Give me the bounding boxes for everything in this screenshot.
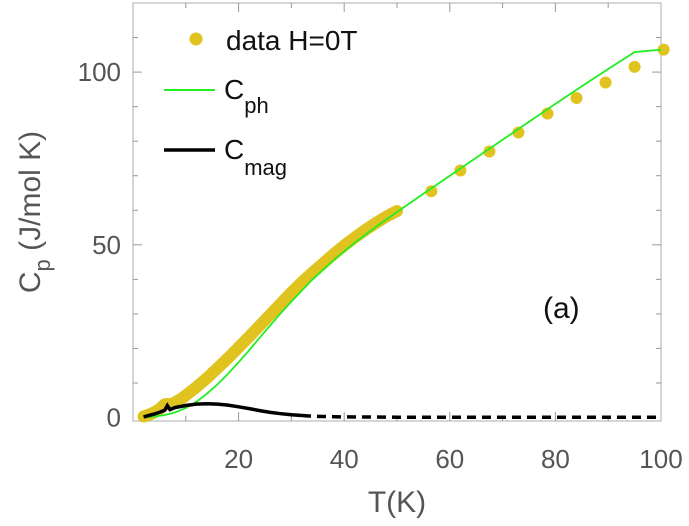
data-point <box>425 185 438 198</box>
series-line-cmag-tail <box>301 413 661 419</box>
legend: data H=0T Cph Cmag <box>164 25 358 180</box>
data-point <box>512 126 525 139</box>
x-tick-label: 40 <box>330 444 359 474</box>
legend-label-cmag-main: C <box>224 134 244 165</box>
y-axis-title: Cp (J/mol K) <box>14 131 55 293</box>
data-point <box>570 92 583 104</box>
x-tick-label: 20 <box>224 444 253 474</box>
x-tick-labels: 20 40 60 80 100 <box>224 444 683 474</box>
data-point <box>657 43 670 56</box>
legend-label-cmag-sub: mag <box>244 155 287 180</box>
legend-marker-data <box>189 32 203 46</box>
y-axis-title-main: C <box>14 271 47 293</box>
legend-label-cmag: Cmag <box>224 134 287 180</box>
panel-label: (a) <box>543 292 580 325</box>
data-point <box>628 60 641 73</box>
y-tick-label: 100 <box>78 57 121 87</box>
axis-ticks <box>133 3 661 421</box>
y-tick-label: 50 <box>92 230 121 260</box>
y-tick-label: 0 <box>107 403 121 433</box>
y-axis-title-units: (J/mol K) <box>14 131 47 259</box>
x-tick-label: 100 <box>639 444 682 474</box>
series-data-points <box>137 43 670 423</box>
series-line-cmag <box>143 401 303 419</box>
legend-label-cph-main: C <box>224 74 244 105</box>
data-point <box>599 76 612 89</box>
data-point <box>483 145 496 158</box>
legend-label-data: data H=0T <box>226 25 358 56</box>
y-tick-labels: 0 50 100 <box>78 57 121 432</box>
x-axis-title: T(K) <box>368 486 426 519</box>
legend-label-cph: Cph <box>224 74 269 118</box>
series-layer <box>137 43 670 423</box>
x-tick-label: 80 <box>541 444 570 474</box>
legend-label-cph-sub: ph <box>244 93 268 118</box>
y-axis-title-sub: p <box>30 259 55 271</box>
x-tick-label: 60 <box>435 444 464 474</box>
